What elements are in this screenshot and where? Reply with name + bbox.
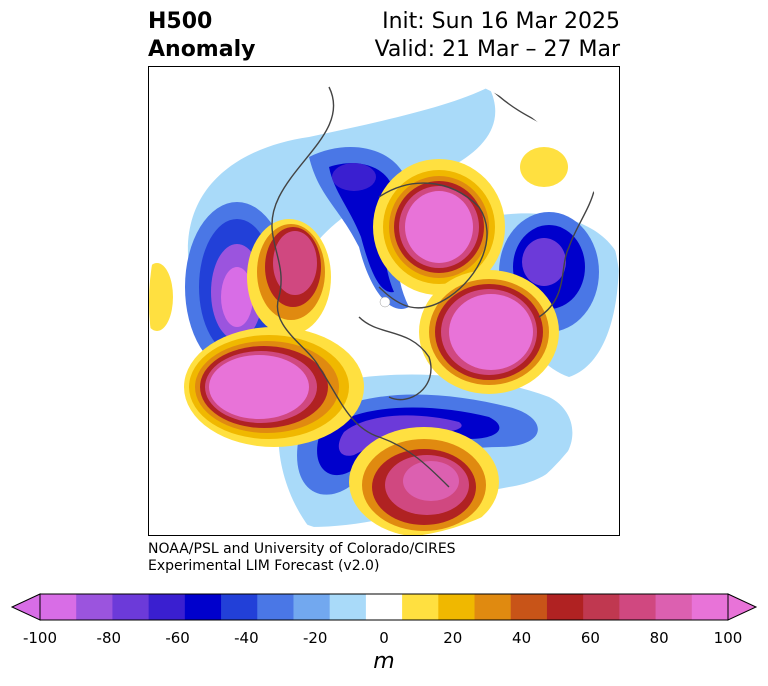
title-line-1: H500	[148, 9, 213, 34]
colorbar-segment	[40, 594, 77, 620]
colorbar-min-extend	[10, 593, 41, 621]
colorbar-segment	[329, 594, 367, 620]
colorbar-segment	[583, 594, 620, 620]
colorbar-tick-label: 60	[580, 629, 600, 647]
colorbar-tick-label: -40	[234, 629, 259, 647]
colorbar-frame	[39, 593, 729, 621]
colorbar-segment	[438, 594, 476, 620]
colorbar-segment	[510, 594, 548, 620]
colorbar-tick-label: -60	[165, 629, 190, 647]
coastline-north-america	[271, 86, 450, 488]
colorbar-segment	[546, 594, 584, 620]
credit-line-2: Experimental LIM Forecast (v2.0)	[148, 558, 380, 574]
colorbar-tick-label: -20	[302, 629, 328, 647]
colorbar-segment	[474, 594, 512, 620]
ridge-far-north	[520, 147, 568, 187]
colorbar-tick-label: -80	[96, 629, 122, 647]
anomaly-map	[148, 66, 620, 536]
colorbar-segment	[402, 594, 439, 620]
colorbar-tick-label: 80	[649, 629, 669, 647]
colorbar	[10, 593, 758, 621]
colorbar-tick-label: 0	[379, 629, 389, 647]
colorbar-tick-label: 40	[512, 629, 532, 647]
colorbar-tick-label: 20	[443, 629, 463, 647]
colorbar-segment	[257, 594, 294, 620]
colorbar-segment	[365, 594, 403, 620]
map-title: H500 Anomaly	[148, 8, 255, 64]
credit: NOAA/PSL and University of Colorado/CIRE…	[148, 541, 456, 575]
colorbar-segment	[655, 594, 693, 620]
pole-marker	[379, 296, 391, 308]
colorbar-segment	[221, 594, 258, 620]
ridge-far-west	[149, 263, 173, 331]
valid-range: Valid: 21 Mar – 27 Mar	[374, 37, 620, 62]
colorbar-segment	[148, 594, 186, 620]
coastline-arctic	[358, 316, 432, 401]
colorbar-segment	[76, 594, 113, 620]
colorbar-segment	[184, 594, 222, 620]
colorbar-tick-label: 100	[713, 629, 743, 647]
colorbar-segment	[619, 594, 657, 620]
init-date: Init: Sun 16 Mar 2025	[382, 9, 620, 34]
coastline-asia	[378, 182, 488, 309]
title-line-2: Anomaly	[148, 37, 256, 62]
colorbar-unit: m	[373, 649, 395, 674]
colorbar-tick-label: -100	[22, 629, 58, 647]
credit-line-1: NOAA/PSL and University of Colorado/CIRE…	[148, 541, 456, 557]
colorbar-max-extend	[727, 593, 758, 621]
colorbar-segment	[691, 594, 729, 620]
forecast-dates: Init: Sun 16 Mar 2025 Valid: 21 Mar – 27…	[375, 8, 620, 64]
colorbar-segment	[112, 594, 150, 620]
colorbar-segment	[293, 594, 331, 620]
anomaly-map-svg	[149, 86, 619, 535]
